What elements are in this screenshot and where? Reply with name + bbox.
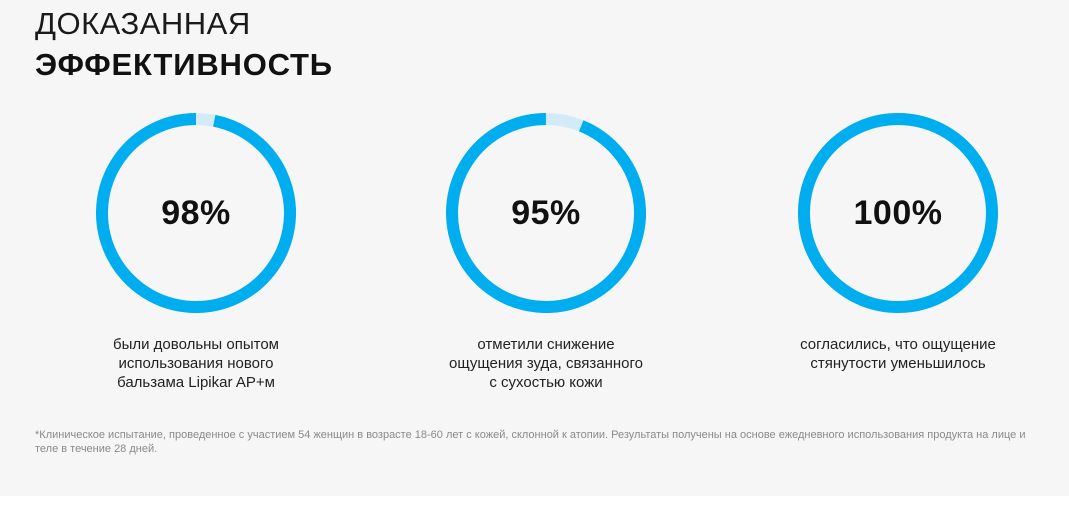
ring-progress-arc [798, 113, 998, 313]
progress-ring: 98% [96, 113, 296, 313]
progress-ring: 100% [798, 113, 998, 313]
percent-value: 100% [853, 194, 943, 232]
stat-caption: отметили снижение ощущения зуда, связанн… [449, 336, 643, 391]
stat-caption: были довольны опытом использования новог… [113, 336, 279, 391]
ring-graphic [446, 113, 646, 313]
ring-graphic [96, 113, 296, 313]
percent-value: 95% [511, 194, 581, 232]
progress-ring: 95% [446, 113, 646, 313]
ring-progress-arc [96, 113, 296, 313]
ring-graphic [798, 113, 998, 313]
study-footnote: *Клиническое испытание, проведенное с уч… [35, 429, 1026, 455]
ring-progress-arc [446, 113, 646, 313]
section-title-bold: ЭФФЕКТИВНОСТЬ [35, 47, 333, 82]
effectiveness-section: ДОКАЗАННАЯ ЭФФЕКТИВНОСТЬ 98% были доволь… [35, 6, 1026, 455]
percent-value: 98% [161, 194, 231, 232]
stat-caption: согласились, что ощущение стянутости уме… [800, 336, 996, 372]
section-title-light: ДОКАЗАННАЯ [35, 6, 251, 41]
